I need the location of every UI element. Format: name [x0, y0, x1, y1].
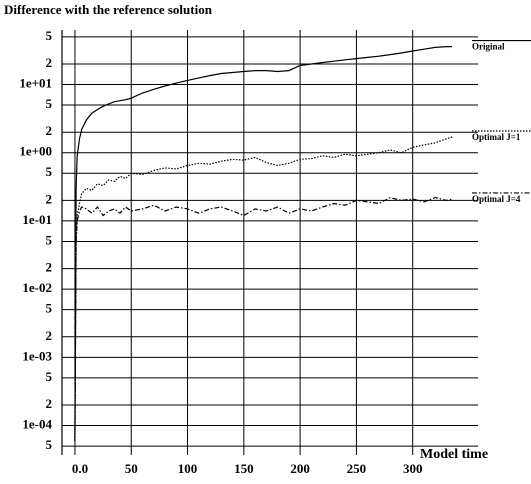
- y-tick-label: 5: [46, 28, 53, 43]
- legend-label: Optimal J=1: [472, 132, 521, 142]
- x-axis-label: Model time: [420, 447, 488, 462]
- y-tick-label: 5: [46, 164, 53, 179]
- y-tick-label: 1e-02: [22, 280, 52, 295]
- y-tick-label: 2: [46, 260, 53, 275]
- x-tick-label: 300: [403, 461, 423, 476]
- x-tick-label: 200: [290, 461, 310, 476]
- y-tick-label: 2: [46, 191, 53, 206]
- y-tick-label: 1e+01: [19, 76, 52, 91]
- chart-title: Difference with the reference solution: [4, 2, 213, 17]
- x-tick-label: 100: [178, 461, 198, 476]
- y-tick-label: 5: [46, 369, 53, 384]
- series-line: [74, 136, 453, 441]
- y-tick-label: 2: [46, 328, 53, 343]
- series-line: [74, 196, 453, 441]
- x-tick-label: 150: [234, 461, 254, 476]
- y-tick-label: 1e-01: [22, 212, 52, 227]
- y-tick-label: 2: [46, 123, 53, 138]
- y-tick-label: 5: [46, 301, 53, 316]
- legend-label: Original: [472, 42, 505, 52]
- y-tick-label: 5: [46, 96, 53, 111]
- y-tick-label: 1e+00: [19, 144, 52, 159]
- y-tick-label: 5: [46, 232, 53, 247]
- legend-label: Optimal J=4: [472, 194, 521, 204]
- x-tick-label: 50: [125, 461, 138, 476]
- x-tick-label: 250: [347, 461, 367, 476]
- y-tick-label: 1e-04: [22, 417, 52, 432]
- y-tick-label: 1e-03: [22, 348, 52, 363]
- y-tick-label: 2: [46, 55, 53, 70]
- y-tick-label: 5: [46, 437, 53, 452]
- y-tick-label: 2: [46, 396, 53, 411]
- x-tick-label: 0.0: [72, 461, 88, 476]
- series-line: [74, 46, 453, 441]
